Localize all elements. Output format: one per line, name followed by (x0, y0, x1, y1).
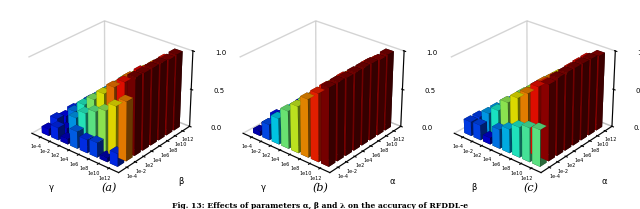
Y-axis label: α: α (601, 177, 607, 186)
Text: (c): (c) (524, 183, 539, 193)
Text: (a): (a) (101, 183, 116, 193)
X-axis label: β: β (472, 183, 477, 192)
Y-axis label: β: β (179, 177, 184, 186)
X-axis label: γ: γ (260, 183, 266, 192)
X-axis label: γ: γ (49, 183, 54, 192)
Text: (b): (b) (312, 183, 328, 193)
Text: Fig. 13: Effects of parameters α, β and λ on the accuracy of RFDDL-e: Fig. 13: Effects of parameters α, β and … (172, 202, 468, 209)
Y-axis label: α: α (390, 177, 396, 186)
